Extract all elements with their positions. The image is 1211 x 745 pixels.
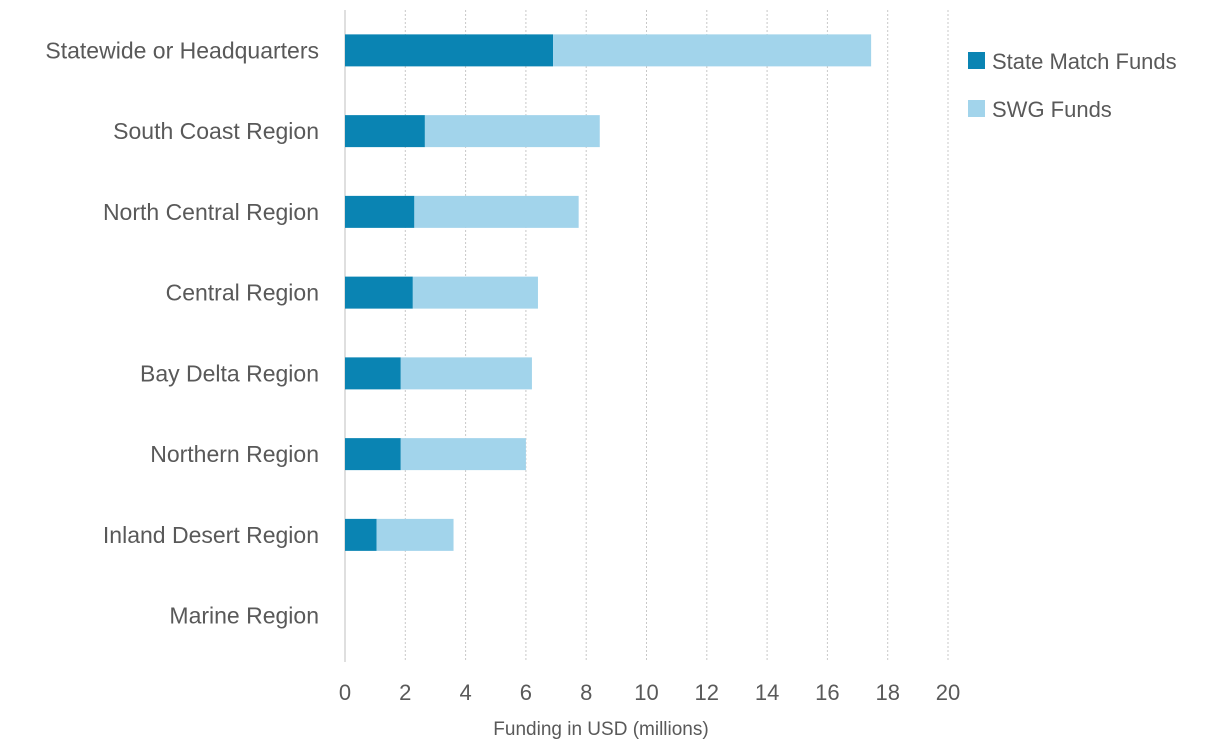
x-tick-label: 2: [399, 680, 411, 705]
legend-label: SWG Funds: [992, 97, 1112, 122]
bar-state-match-funds: [345, 195, 415, 228]
bar-swg-funds: [424, 115, 600, 148]
gridlines: [344, 10, 949, 662]
category-label: Central Region: [166, 280, 319, 306]
bar-swg-funds: [376, 518, 454, 551]
bar-swg-funds: [412, 276, 538, 309]
x-tick-labels: 0 2 4 6 8 10 12 14 16 18 20: [339, 680, 960, 705]
bar-swg-funds: [414, 195, 579, 228]
bar-state-match-funds: [345, 357, 401, 390]
x-tick-label: 6: [520, 680, 532, 705]
category-label: Northern Region: [150, 441, 319, 467]
category-label: Inland Desert Region: [103, 522, 319, 548]
legend-swatch: [968, 52, 985, 69]
category-label: Marine Region: [169, 603, 319, 629]
x-tick-label: 4: [459, 680, 471, 705]
bar-swg-funds: [553, 34, 872, 67]
bar-swg-funds: [400, 438, 526, 471]
category-label: Statewide or Headquarters: [45, 37, 319, 63]
x-tick-label: 0: [339, 680, 351, 705]
legend-label: State Match Funds: [992, 49, 1177, 74]
category-label: South Coast Region: [113, 118, 319, 144]
bar-swg-funds: [400, 357, 532, 390]
category-label: North Central Region: [103, 199, 319, 225]
x-axis-title: Funding in USD (millions): [493, 719, 708, 740]
bar-state-match-funds: [345, 518, 377, 551]
x-tick-label: 10: [634, 680, 658, 705]
bar-state-match-funds: [345, 438, 401, 471]
bar-state-match-funds: [345, 34, 554, 67]
bar-state-match-funds: [345, 276, 413, 309]
category-labels: Statewide or Headquarters South Coast Reg…: [45, 37, 319, 628]
legend: State Match Funds SWG Funds: [968, 49, 1177, 122]
x-tick-label: 20: [936, 680, 960, 705]
x-tick-label: 16: [815, 680, 839, 705]
x-tick-label: 18: [875, 680, 899, 705]
category-label: Bay Delta Region: [140, 360, 319, 386]
bars: [345, 34, 872, 551]
x-tick-label: 12: [695, 680, 719, 705]
bar-state-match-funds: [345, 115, 425, 148]
legend-swatch: [968, 100, 985, 117]
x-tick-label: 8: [580, 680, 592, 705]
x-tick-label: 14: [755, 680, 779, 705]
